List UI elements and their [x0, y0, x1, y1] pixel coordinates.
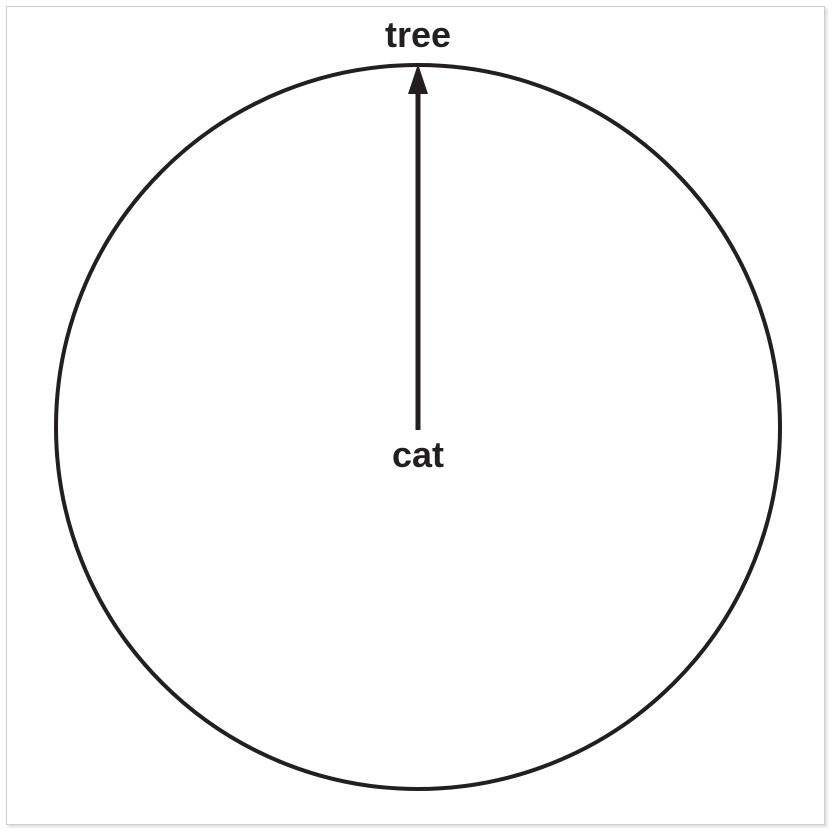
label-cat: cat: [392, 434, 444, 475]
label-tree: tree: [385, 14, 451, 55]
arrow-head: [408, 64, 428, 94]
